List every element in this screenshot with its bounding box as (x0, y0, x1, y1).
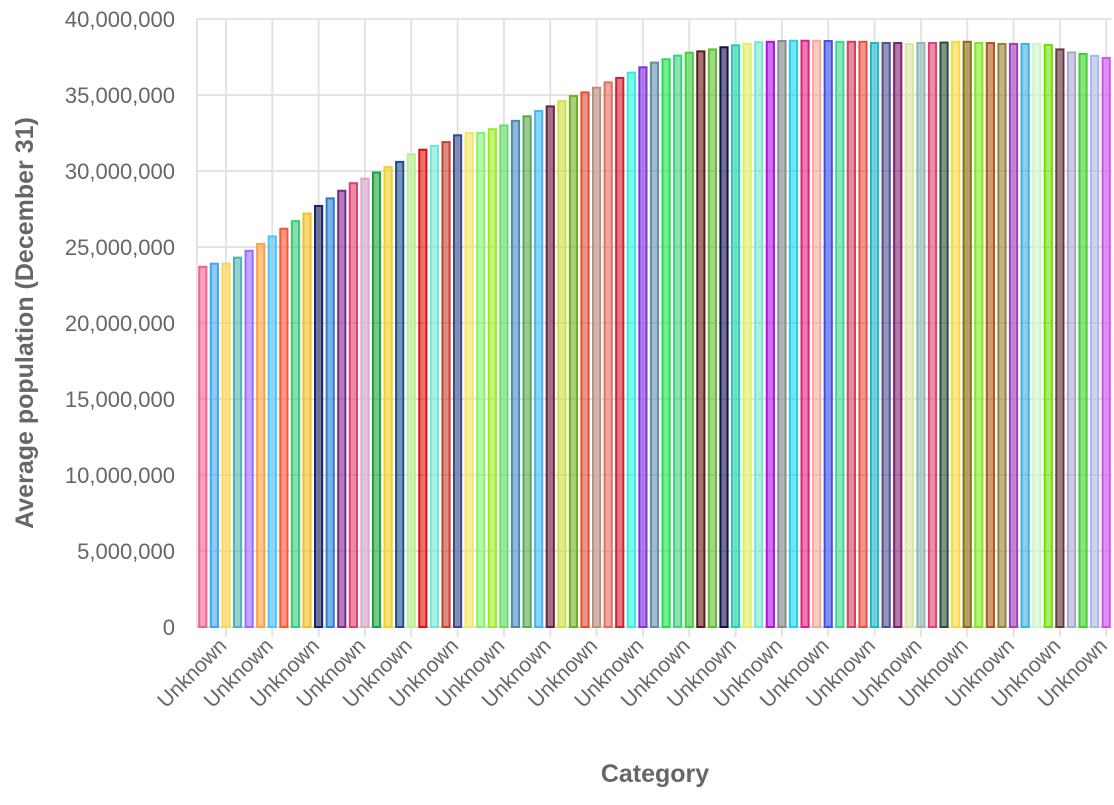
bar[interactable] (522, 115, 532, 628)
bar[interactable] (823, 40, 833, 629)
y-axis-title: Average population (December 31) (11, 117, 39, 529)
bar[interactable] (869, 42, 880, 629)
bar[interactable] (232, 256, 243, 628)
bar[interactable] (951, 40, 961, 629)
bar[interactable] (1032, 42, 1042, 629)
bar[interactable] (684, 51, 694, 628)
bar[interactable] (1090, 54, 1100, 629)
bar[interactable] (429, 144, 440, 628)
bar[interactable] (858, 40, 868, 629)
bars (198, 39, 1111, 629)
bar[interactable] (985, 42, 995, 629)
bar[interactable] (383, 166, 393, 628)
bar[interactable] (510, 119, 521, 628)
bar[interactable] (615, 76, 625, 628)
bar[interactable] (487, 128, 497, 628)
bar[interactable] (661, 58, 671, 628)
bar[interactable] (453, 134, 463, 628)
y-tick-label: 35,000,000 (65, 83, 175, 108)
y-tick-label: 20,000,000 (65, 311, 175, 336)
bar[interactable] (221, 262, 231, 628)
bar[interactable] (591, 86, 602, 629)
bar[interactable] (302, 212, 312, 628)
bar[interactable] (673, 54, 683, 628)
bar[interactable] (209, 262, 219, 628)
bar[interactable] (418, 148, 428, 628)
bar[interactable] (337, 189, 347, 628)
bar[interactable] (325, 197, 335, 629)
bar[interactable] (348, 182, 358, 628)
bar[interactable] (649, 61, 660, 628)
bar[interactable] (279, 227, 289, 628)
bar[interactable] (198, 265, 208, 628)
y-tick-label: 30,000,000 (65, 159, 175, 184)
bar[interactable] (603, 81, 613, 629)
bar[interactable] (916, 42, 926, 629)
bar[interactable] (626, 71, 636, 628)
x-axis-ticks: UnknownUnknownUnknownUnknownUnknownUnkno… (153, 634, 1111, 712)
bar[interactable] (1066, 51, 1077, 628)
bar[interactable] (406, 153, 416, 628)
bar[interactable] (256, 242, 266, 629)
bar[interactable] (696, 50, 706, 629)
bar[interactable] (290, 220, 301, 628)
bar[interactable] (499, 124, 509, 629)
bar[interactable] (904, 42, 914, 629)
y-tick-label: 40,000,000 (65, 7, 175, 32)
bar[interactable] (927, 42, 938, 629)
bar[interactable] (939, 41, 949, 629)
y-tick-label: 5,000,000 (77, 539, 175, 564)
bar[interactable] (881, 42, 891, 629)
bar[interactable] (777, 40, 787, 629)
bar[interactable] (846, 40, 856, 629)
bar[interactable] (1043, 43, 1053, 628)
bar[interactable] (974, 42, 984, 629)
bar[interactable] (464, 132, 474, 628)
y-axis-ticks: 0 5,000,000 10,000,000 15,000,000 20,000,000… (65, 7, 175, 640)
bar[interactable] (371, 171, 382, 629)
bar[interactable] (812, 39, 822, 628)
bar[interactable] (754, 41, 764, 629)
bar[interactable] (267, 235, 277, 629)
bar[interactable] (1008, 42, 1019, 629)
bar[interactable] (314, 204, 324, 629)
bar[interactable] (1101, 57, 1111, 628)
bar[interactable] (557, 100, 567, 628)
bar[interactable] (1055, 48, 1065, 628)
bar[interactable] (788, 39, 799, 628)
bar[interactable] (534, 109, 544, 628)
bar[interactable] (742, 42, 752, 628)
bar[interactable] (893, 42, 903, 629)
bar[interactable] (765, 40, 775, 629)
bar[interactable] (638, 66, 648, 628)
y-tick-label: 0 (163, 615, 175, 640)
bar[interactable] (395, 160, 405, 628)
bar[interactable] (580, 91, 590, 628)
bar[interactable] (719, 46, 729, 629)
bar[interactable] (476, 132, 486, 628)
bar[interactable] (441, 141, 451, 628)
y-tick-label: 25,000,000 (65, 235, 175, 260)
bar[interactable] (835, 40, 845, 629)
y-tick-label: 10,000,000 (65, 463, 175, 488)
bar[interactable] (997, 42, 1007, 629)
bar[interactable] (800, 39, 810, 628)
bar[interactable] (568, 95, 579, 628)
bar[interactable] (360, 177, 370, 628)
bar[interactable] (1020, 42, 1030, 629)
bar[interactable] (730, 44, 741, 628)
bar[interactable] (545, 105, 555, 628)
x-axis-title: Category (601, 760, 709, 788)
bar[interactable] (962, 40, 972, 629)
bar[interactable] (1078, 52, 1088, 628)
bar[interactable] (244, 249, 254, 629)
bar[interactable] (707, 48, 718, 628)
y-tick-label: 15,000,000 (65, 387, 175, 412)
